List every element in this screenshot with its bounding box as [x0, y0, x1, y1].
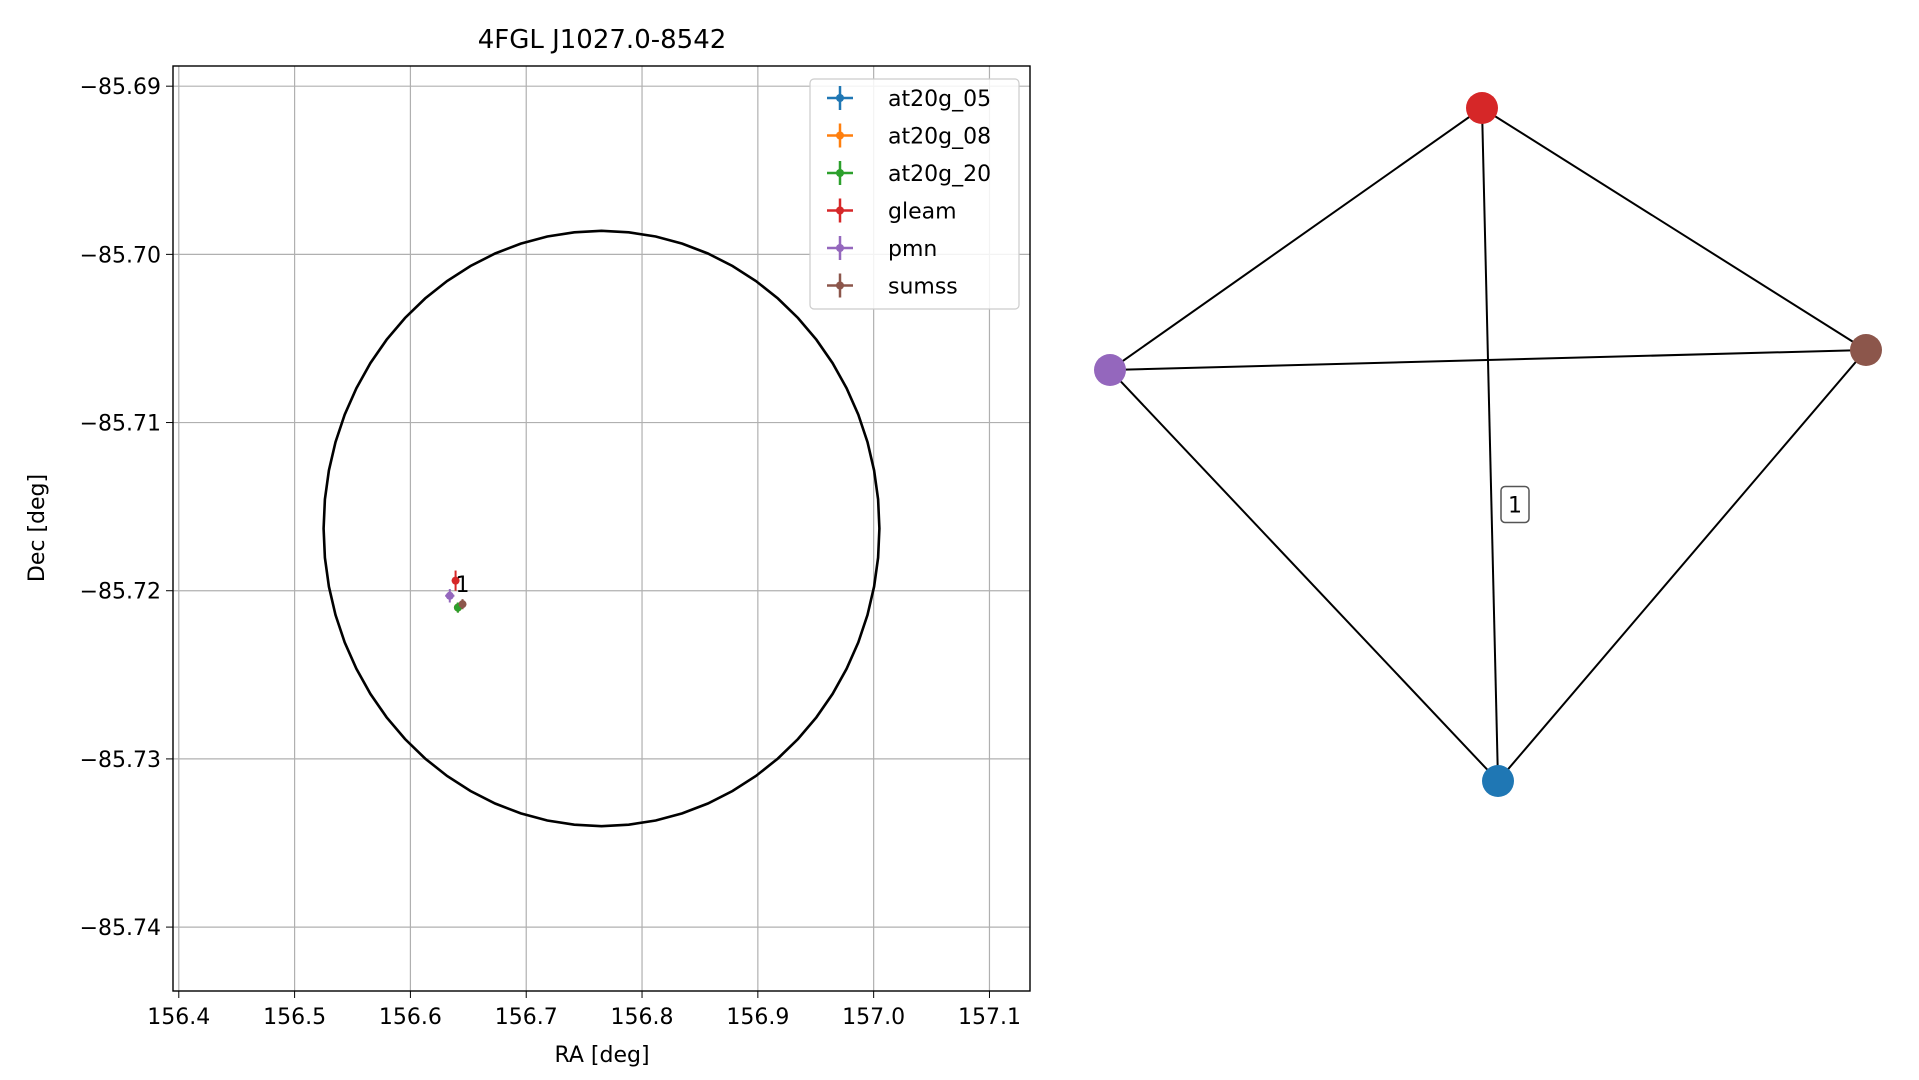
- edge-gleam-at20g_05: [1481, 107, 1499, 782]
- annotations: 1: [456, 573, 470, 598]
- plot-frame: [172, 65, 1031, 992]
- x-tick-label: 156.5: [263, 1005, 326, 1030]
- y-tick-label: −85.72: [80, 580, 161, 605]
- node-sumss: [1850, 334, 1882, 366]
- node-at20g_05: [1482, 765, 1514, 797]
- legend-marker-dot: [836, 206, 844, 215]
- graph-edges: [1109, 107, 1867, 782]
- legend-marker-dot: [836, 281, 844, 290]
- point-marker: [451, 576, 460, 585]
- edge-pmn-at20g_05: [1109, 369, 1499, 782]
- edge-gleam-sumss: [1481, 107, 1867, 351]
- edge-label-box: [1500, 485, 1530, 524]
- y-axis-ticks: −85.69 −85.70 −85.71 −85.72 −85.73 −85.74: [80, 75, 173, 941]
- x-tick-label: 157.1: [958, 1005, 1021, 1030]
- graph-nodes: [1094, 92, 1882, 797]
- legend-marker-dot: [836, 94, 844, 102]
- x-tick-label: 156.7: [495, 1005, 558, 1030]
- localization-ellipse: [322, 229, 881, 828]
- x-axis-label: RA [deg]: [554, 1043, 649, 1068]
- legend-marker-dot: [836, 169, 844, 177]
- legend-label: at20g_20: [888, 162, 991, 187]
- y-tick-label: −85.70: [80, 243, 161, 268]
- legend-item-at20g_08: at20g_08: [827, 123, 991, 150]
- edge-label: 1: [1500, 485, 1530, 524]
- legend-item-sumss: sumss: [827, 273, 958, 300]
- point-gleam: [451, 570, 460, 591]
- x-tick-label: 156.6: [379, 1005, 442, 1030]
- legend-item-at20g_20: at20g_20: [827, 161, 991, 187]
- y-tick-label: −85.69: [80, 75, 161, 100]
- node-pmn: [1094, 354, 1126, 386]
- x-tick-label: 156.9: [726, 1005, 789, 1030]
- graph-edge-labels: 1: [1500, 485, 1530, 524]
- grid: [173, 66, 1030, 991]
- x-axis-ticks: 156.4 156.5 156.6 156.7 156.8 156.9 157.0 157.1: [147, 991, 1021, 1030]
- data-points: [445, 570, 467, 613]
- sky-position-plot: 4FGL J1027.0-8542 1 156.4 156.5 156.6 156.7…: [25, 25, 1031, 1068]
- y-axis-label: Dec [deg]: [25, 474, 50, 582]
- legend-label: gleam: [888, 200, 957, 225]
- y-tick-label: −85.73: [80, 748, 161, 773]
- x-tick-label: 156.4: [147, 1005, 210, 1030]
- edge-label-text: 1: [1508, 494, 1522, 519]
- legend-marker-dot: [836, 131, 844, 140]
- y-tick-label: −85.74: [80, 916, 161, 941]
- legend-item-at20g_05: at20g_05: [827, 86, 991, 112]
- ellipse-outline: [322, 229, 881, 828]
- legend-label: at20g_05: [888, 87, 991, 112]
- legend-label: at20g_08: [888, 125, 991, 150]
- point-marker: [445, 591, 454, 600]
- legend-item-pmn: pmn: [827, 236, 937, 262]
- edge-pmn-sumss: [1109, 349, 1867, 371]
- point-pmn: [445, 589, 455, 603]
- legend-label: sumss: [888, 275, 958, 300]
- edge-sumss-at20g_05: [1497, 349, 1867, 782]
- point-sumss: [458, 599, 467, 610]
- point-annotation: 1: [456, 573, 470, 598]
- legend-box: [809, 78, 1020, 310]
- node-gleam: [1466, 92, 1498, 124]
- plot-title: 4FGL J1027.0-8542: [478, 25, 727, 55]
- legend-label: pmn: [888, 237, 937, 262]
- point-marker: [458, 600, 467, 609]
- y-tick-label: −85.71: [80, 412, 161, 437]
- association-graph: 1: [1094, 92, 1882, 797]
- legend-item-gleam: gleam: [827, 198, 957, 225]
- x-tick-label: 156.8: [611, 1005, 674, 1030]
- edge-gleam-pmn: [1109, 107, 1483, 371]
- legend-marker-dot: [836, 244, 844, 252]
- x-tick-label: 157.0: [842, 1005, 905, 1030]
